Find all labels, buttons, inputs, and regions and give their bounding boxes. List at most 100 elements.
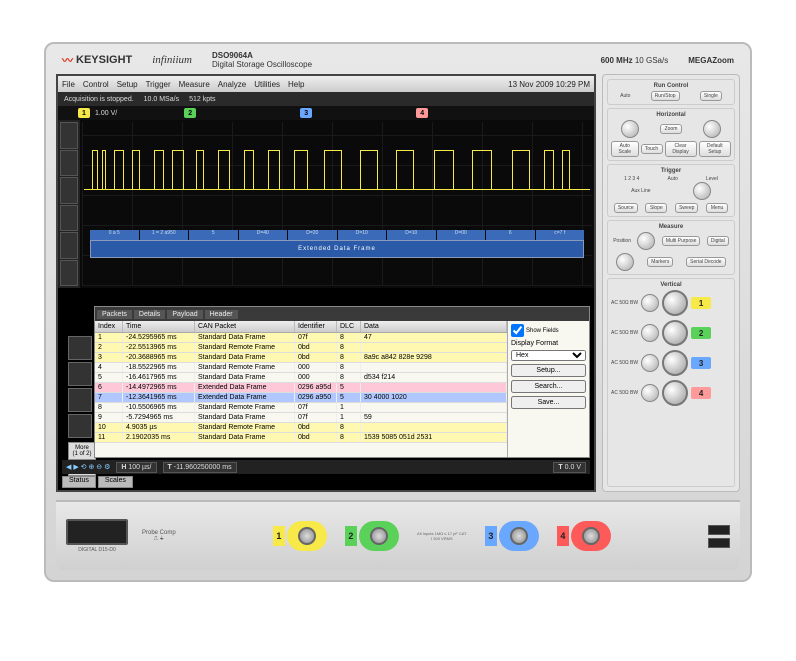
default-setup-button[interactable]: Default Setup (699, 141, 731, 157)
table-row[interactable]: 8-10.5506965 msStandard Remote Frame07f1 (95, 403, 507, 413)
side-icon[interactable] (60, 205, 78, 232)
ch1-scale-knob[interactable] (662, 290, 688, 316)
tool-slot[interactable] (68, 388, 92, 412)
ch1-tag[interactable]: 1 (691, 297, 711, 309)
clear-display-button[interactable]: Clear Display (665, 141, 697, 157)
trigger-level-label[interactable]: T 0.0 V (553, 462, 586, 473)
menu-file[interactable]: File (62, 80, 75, 89)
ch3-tag[interactable]: 3 (691, 357, 711, 369)
delay-label[interactable]: T -11.960250000 ms (163, 462, 237, 473)
protocol-segments: 0 a 51 = 2 a9505D=40D=20D=10D=10D=006c=7… (90, 230, 584, 240)
source-button[interactable]: Source (614, 203, 638, 213)
table-row[interactable]: 5-16.4617965 msStandard Data Frame0008d5… (95, 373, 507, 383)
zoom-button[interactable]: Zoom (660, 124, 682, 134)
table-row[interactable]: 1-24.5295965 msStandard Data Frame07f847 (95, 333, 507, 343)
menu-utilities[interactable]: Utilities (254, 80, 280, 89)
measure-knob[interactable] (637, 232, 655, 250)
tool-slot[interactable] (68, 414, 92, 438)
more-button[interactable]: More(1 of 2) (68, 442, 96, 460)
menu-measure[interactable]: Measure (179, 80, 210, 89)
hardware-control-panel: Run Control Auto Run/Stop Single Horizon… (602, 74, 740, 492)
tab-scales[interactable]: Scales (98, 476, 133, 488)
menu-help[interactable]: Help (288, 80, 304, 89)
digital-button[interactable]: Digital (707, 236, 729, 246)
ch4-offset-knob[interactable] (641, 384, 659, 402)
ch2-offset-knob[interactable] (641, 324, 659, 342)
horizontal-scale-knob[interactable] (621, 120, 639, 138)
digital-port[interactable] (66, 519, 128, 545)
brand-logo: 〰KEYSIGHT (62, 52, 132, 68)
sweep-button[interactable]: Sweep (675, 203, 698, 213)
save-button[interactable]: Save... (511, 396, 586, 409)
panel-tabs: Packets Details Payload Header (95, 307, 589, 321)
table-row[interactable]: 7-12.3641965 msExtended Data Frame0296 a… (95, 393, 507, 403)
side-icon[interactable] (60, 260, 78, 287)
tab-packets[interactable]: Packets (97, 310, 132, 319)
side-icon[interactable] (60, 232, 78, 259)
tab-details[interactable]: Details (134, 310, 165, 319)
vertical-ch1: AC 50Ω BW 1 (611, 290, 731, 316)
tab-header[interactable]: Header (205, 310, 238, 319)
trigger-level-knob[interactable] (693, 182, 711, 200)
ch4-badge[interactable]: 4 (416, 108, 428, 118)
side-icon[interactable] (60, 122, 78, 149)
model-label: DSO9064ADigital Storage Oscilloscope (212, 51, 312, 69)
show-fields-checkbox[interactable]: Show Fields (511, 324, 586, 337)
ch3-offset-knob[interactable] (641, 354, 659, 372)
horizontal-pos-knob[interactable] (703, 120, 721, 138)
side-icon[interactable] (60, 177, 78, 204)
bnc-ch2[interactable]: 2 (345, 521, 399, 551)
table-row[interactable]: 112.1902035 msStandard Data Frame0bd8153… (95, 433, 507, 443)
ch2-scale-knob[interactable] (662, 320, 688, 346)
tool-slot[interactable] (68, 336, 92, 360)
menu-setup[interactable]: Setup (117, 80, 138, 89)
bnc-ch1[interactable]: 1 (273, 521, 327, 551)
bnc-ch3[interactable]: 3 (485, 521, 539, 551)
touch-button[interactable]: Touch (641, 144, 663, 154)
ch3-scale-knob[interactable] (662, 350, 688, 376)
table-row[interactable]: 4-18.5522965 msStandard Remote Frame0008 (95, 363, 507, 373)
table-row[interactable]: 9-5.7294965 msStandard Data Frame07f159 (95, 413, 507, 423)
ch2-badge[interactable]: 2 (184, 108, 196, 118)
bnc-inputs: 1 2 All Inputs 1MΩ ≤ 17 pF CAT I 300 VRM… (190, 521, 694, 551)
tab-status[interactable]: Status (62, 476, 96, 488)
autoscale-button[interactable]: Auto Scale (611, 141, 639, 157)
digital-port-label: DIGITAL D15-D0 (66, 547, 128, 553)
usb-port[interactable] (708, 538, 730, 548)
display-format-select[interactable]: Hex (511, 350, 586, 361)
ch1-badge[interactable]: 11.00 V/ (78, 108, 120, 118)
menu-control[interactable]: Control (83, 80, 109, 89)
slope-button[interactable]: Slope (645, 203, 667, 213)
ch4-scale-knob[interactable] (662, 380, 688, 406)
bnc-ch4[interactable]: 4 (557, 521, 611, 551)
side-icon-column (58, 120, 80, 288)
single-button[interactable]: Single (700, 91, 722, 101)
menu-trigger[interactable]: Trigger (146, 80, 171, 89)
usb-port[interactable] (708, 525, 730, 535)
waveform-canvas[interactable]: 0 a 51 = 2 a9505D=40D=20D=10D=10D=006c=7… (80, 120, 594, 288)
timebase-label[interactable]: H 100 µs/ (116, 462, 156, 473)
trigger-menu-button[interactable]: Menu (706, 203, 728, 213)
ch2-tag[interactable]: 2 (691, 327, 711, 339)
table-row[interactable]: 104.9035 µsStandard Remote Frame0bd8 (95, 423, 507, 433)
table-row[interactable]: 2-22.5513965 msStandard Remote Frame0bd8 (95, 343, 507, 353)
side-icon[interactable] (60, 150, 78, 177)
ch3-badge[interactable]: 3 (300, 108, 312, 118)
markers-knob[interactable] (616, 253, 634, 271)
serial-button[interactable]: Serial Decode (686, 257, 725, 267)
search-button[interactable]: Search... (511, 380, 586, 393)
menu-analyze[interactable]: Analyze (218, 80, 246, 89)
run-stop-button[interactable]: Run/Stop (651, 91, 680, 101)
tab-payload[interactable]: Payload (167, 310, 202, 319)
ch4-tag[interactable]: 4 (691, 387, 711, 399)
oscilloscope-chassis: 〰KEYSIGHT infiniium DSO9064ADigital Stor… (44, 42, 752, 582)
multi-button[interactable]: Multi Purpose (662, 236, 701, 246)
left-tool-column: More(1 of 2) Delete All (68, 336, 92, 476)
markers-button[interactable]: Markers (647, 257, 673, 267)
table-row[interactable]: 6-14.4972965 msExtended Data Frame0296 a… (95, 383, 507, 393)
packet-side-panel: Show Fields Display Format Hex Setup... … (507, 321, 589, 457)
ch1-offset-knob[interactable] (641, 294, 659, 312)
table-row[interactable]: 3-20.3688965 msStandard Data Frame0bd88a… (95, 353, 507, 363)
tool-slot[interactable] (68, 362, 92, 386)
setup-button[interactable]: Setup... (511, 364, 586, 377)
